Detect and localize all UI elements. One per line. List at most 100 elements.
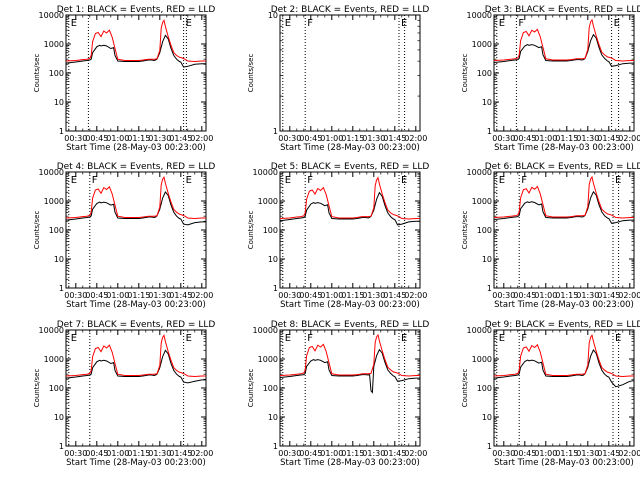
x-tick-label: 01:30 bbox=[148, 449, 171, 458]
x-tick-label: 00:30 bbox=[278, 291, 301, 300]
panel-2: Det 2: BLACK = Events, RED = LLD 1 10 00:30… bbox=[247, 5, 429, 153]
marker-label: E bbox=[499, 333, 505, 344]
y-tick-label: 1000 bbox=[44, 197, 64, 206]
y-tick-label: 10000 bbox=[467, 168, 492, 177]
x-axis-label: Start Time (28-May-03 00:23:00) bbox=[280, 143, 420, 153]
x-tick-label: 01:45 bbox=[169, 291, 192, 300]
marker-label: F bbox=[518, 18, 524, 29]
x-tick-label: 00:45 bbox=[85, 449, 108, 458]
y-tick-label: 1000 bbox=[472, 355, 492, 364]
y-axis-label: Counts/sec bbox=[461, 211, 469, 250]
y-axis-label: Counts/sec bbox=[33, 211, 41, 250]
panel-3: Det 3: BLACK = Events, RED = LLD 1 10 100 10… bbox=[461, 5, 640, 153]
x-tick-label: 01:00 bbox=[106, 291, 129, 300]
x-tick-label: 01:45 bbox=[597, 291, 620, 300]
y-axis-label: Counts/sec bbox=[461, 369, 469, 408]
y-tick-label: 100 bbox=[477, 69, 492, 78]
x-tick-label: 01:15 bbox=[555, 291, 578, 300]
panel-5: Det 5: BLACK = Events, RED = LLD 1 10 100 10… bbox=[247, 162, 429, 310]
x-tick-label: 01:30 bbox=[148, 291, 171, 300]
x-tick-label: 01:15 bbox=[127, 134, 150, 143]
lld-series-line bbox=[493, 18, 634, 62]
plot-frame bbox=[65, 171, 207, 289]
x-tick-label: 00:45 bbox=[299, 134, 322, 143]
y-tick-label: 10000 bbox=[467, 11, 492, 20]
y-tick-label: 1 bbox=[59, 127, 64, 136]
y-tick-label: 100 bbox=[263, 384, 278, 393]
x-tick-label: 02:00 bbox=[190, 291, 213, 300]
x-tick-label: 01:45 bbox=[383, 291, 406, 300]
x-tick-label: 02:00 bbox=[190, 134, 213, 143]
panel-7: Det 7: BLACK = Events, RED = LLD 1 10 100 10… bbox=[33, 320, 215, 468]
y-tick-label: 1 bbox=[273, 284, 278, 293]
x-tick-label: 01:30 bbox=[148, 134, 171, 143]
panel-8: Det 8: BLACK = Events, RED = LLD 1 10 100 10… bbox=[247, 320, 429, 468]
x-tick-label: 01:30 bbox=[362, 291, 385, 300]
lld-series-line bbox=[493, 333, 634, 378]
y-tick-label: 10000 bbox=[253, 326, 278, 335]
x-tick-label: 01:00 bbox=[106, 134, 129, 143]
x-tick-label: 01:15 bbox=[127, 449, 150, 458]
marker-label: E bbox=[186, 333, 192, 344]
y-tick-label: 10 bbox=[482, 255, 492, 264]
events-series-line bbox=[493, 33, 634, 67]
y-tick-label: 1000 bbox=[44, 40, 64, 49]
x-tick-label: 00:30 bbox=[64, 449, 87, 458]
events-series-line bbox=[493, 349, 635, 388]
x-axis-label: Start Time (28-May-03 00:23:00) bbox=[494, 458, 634, 468]
x-tick-label: 02:00 bbox=[404, 134, 427, 143]
y-tick-label: 10000 bbox=[467, 326, 492, 335]
panel-title: Det 2: BLACK = Events, RED = LLD bbox=[271, 5, 430, 15]
panel-title: Det 6: BLACK = Events, RED = LLD bbox=[485, 162, 640, 172]
x-axis-label: Start Time (28-May-03 00:23:00) bbox=[494, 300, 634, 310]
events-series-line bbox=[65, 191, 206, 226]
plot-frame bbox=[279, 14, 421, 132]
panel-6: Det 6: BLACK = Events, RED = LLD 1 10 100 10… bbox=[461, 162, 640, 310]
x-axis-label: Start Time (28-May-03 00:23:00) bbox=[66, 143, 206, 153]
x-tick-label: 01:45 bbox=[597, 449, 620, 458]
lld-series-line bbox=[65, 19, 206, 63]
y-tick-label: 1 bbox=[487, 284, 492, 293]
x-tick-label: 02:00 bbox=[618, 449, 640, 458]
x-tick-label: 00:45 bbox=[85, 134, 108, 143]
x-tick-label: 00:30 bbox=[492, 449, 515, 458]
x-tick-label: 02:00 bbox=[404, 449, 427, 458]
y-axis-label: Counts/sec bbox=[247, 369, 255, 408]
lld-series-line bbox=[65, 175, 206, 220]
x-tick-label: 00:30 bbox=[278, 134, 301, 143]
y-tick-label: 1 bbox=[59, 442, 64, 451]
x-tick-label: 00:30 bbox=[64, 291, 87, 300]
x-tick-label: 00:30 bbox=[278, 449, 301, 458]
x-axis-label: Start Time (28-May-03 00:23:00) bbox=[494, 143, 634, 153]
y-tick-label: 10000 bbox=[39, 11, 64, 20]
y-tick-label: 100 bbox=[263, 226, 278, 235]
events-series-line bbox=[65, 34, 206, 68]
x-tick-label: 00:45 bbox=[85, 291, 108, 300]
x-tick-label: 01:45 bbox=[383, 449, 406, 458]
y-axis-label: Counts/sec bbox=[33, 54, 41, 93]
x-tick-label: 01:15 bbox=[341, 449, 364, 458]
x-tick-label: 02:00 bbox=[618, 291, 640, 300]
marker-label: E bbox=[71, 175, 77, 186]
y-tick-label: 1 bbox=[273, 127, 278, 136]
y-tick-label: 10000 bbox=[253, 168, 278, 177]
x-axis-label: Start Time (28-May-03 00:23:00) bbox=[280, 458, 420, 468]
x-tick-label: 02:00 bbox=[190, 449, 213, 458]
y-axis-label: Counts/sec bbox=[461, 54, 469, 93]
y-tick-label: 10 bbox=[54, 413, 64, 422]
marker-label: F bbox=[521, 175, 527, 186]
marker-label: F bbox=[307, 18, 313, 29]
x-tick-label: 01:15 bbox=[555, 134, 578, 143]
x-tick-label: 01:45 bbox=[169, 134, 192, 143]
x-axis-label: Start Time (28-May-03 00:23:00) bbox=[280, 300, 420, 310]
x-tick-label: 01:15 bbox=[341, 134, 364, 143]
x-tick-label: 01:15 bbox=[127, 291, 150, 300]
panel-title: Det 4: BLACK = Events, RED = LLD bbox=[57, 162, 216, 172]
x-tick-label: 01:00 bbox=[534, 449, 557, 458]
marker-label: E bbox=[401, 18, 407, 29]
x-tick-label: 01:00 bbox=[320, 291, 343, 300]
plot-frame bbox=[493, 14, 635, 132]
x-tick-label: 01:30 bbox=[576, 449, 599, 458]
y-tick-label: 10 bbox=[268, 11, 278, 20]
